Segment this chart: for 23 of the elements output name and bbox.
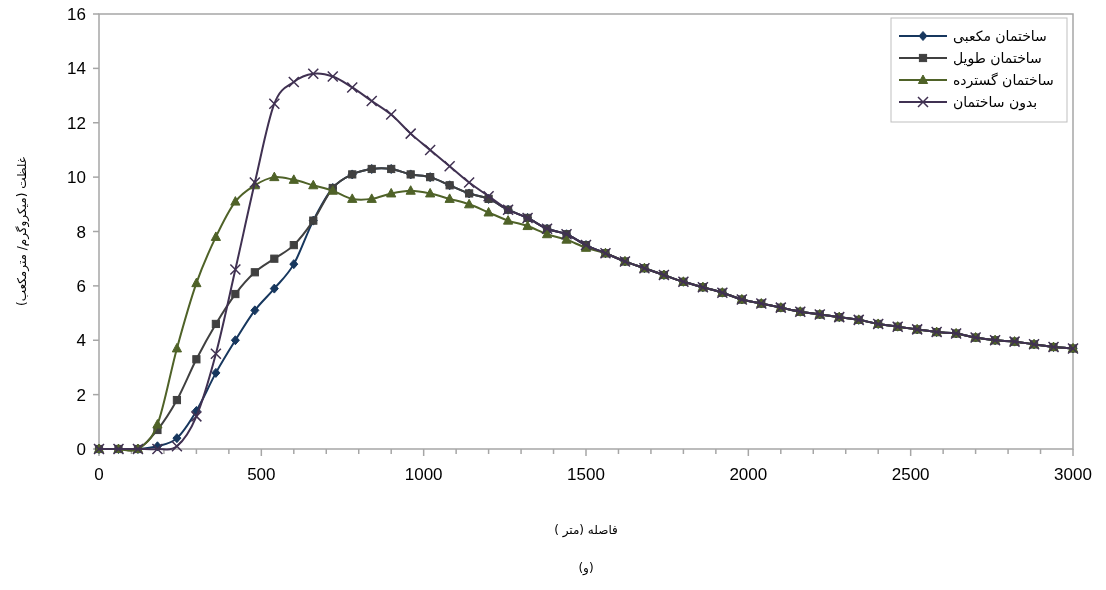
legend-label: ساختمان مکعبی — [953, 28, 1047, 44]
x-axis-title: فاصله (متر ) — [554, 523, 618, 538]
x-tick-label: 0 — [94, 465, 104, 484]
x-tick-label: 1000 — [404, 465, 443, 484]
y-tick-label: 14 — [67, 59, 86, 79]
y-tick-label: 12 — [67, 113, 86, 133]
y-tick-label: 2 — [76, 385, 86, 405]
x-tick-label: 2000 — [729, 465, 768, 484]
x-tick-label: 1500 — [567, 465, 605, 484]
y-axis-title: غلظت (میکروگرم/ مترمکعب) — [15, 156, 30, 307]
y-tick-label: 16 — [67, 5, 86, 24]
legend-label: ساختمان گسترده — [953, 72, 1054, 89]
x-tick-label: 3000 — [1054, 465, 1092, 484]
x-tick-label: 2500 — [891, 465, 930, 484]
text: (و) — [578, 561, 594, 576]
legend-label: ساختمان طویل — [953, 50, 1042, 67]
y-tick-label: 4 — [76, 331, 86, 351]
y-tick-label: 10 — [67, 168, 86, 188]
y-tick-label: 8 — [76, 222, 86, 242]
y-tick-label: 0 — [76, 440, 86, 459]
x-tick-label: 500 — [247, 465, 276, 484]
legend-label: بدون ساختمان — [953, 94, 1038, 111]
y-tick-label: 6 — [76, 276, 86, 296]
